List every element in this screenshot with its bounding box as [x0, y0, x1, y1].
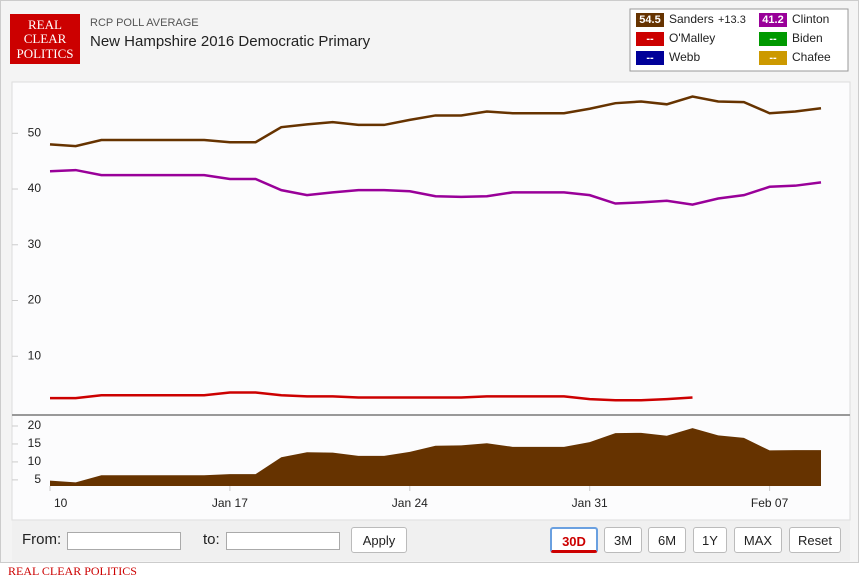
x-tick-label: Jan 17	[212, 496, 248, 510]
y-tick-label: 10	[28, 348, 42, 362]
legend-name: Biden	[792, 31, 823, 45]
series-line	[49, 168, 822, 206]
to-input[interactable]	[226, 532, 340, 550]
apply-button[interactable]: Apply	[351, 527, 407, 553]
range-button[interactable]: 3M	[604, 527, 642, 553]
legend-value: --	[646, 52, 654, 64]
legend-box	[629, 8, 849, 72]
series-line	[50, 391, 693, 402]
y-tick-label: 20	[28, 293, 42, 307]
chart-title: New Hampshire 2016 Democratic Primary	[90, 33, 371, 50]
spread-label: +13.3	[718, 14, 746, 26]
legend-name: Sanders	[669, 12, 714, 26]
y-tick-label: 20	[28, 418, 42, 432]
legend-swatch	[636, 51, 664, 65]
legend-value: 54.5	[639, 14, 660, 26]
legend-name: Chafee	[792, 50, 831, 64]
range-button[interactable]: 30D	[550, 527, 598, 553]
legend-swatch	[759, 13, 787, 27]
from-label: From:	[22, 531, 62, 548]
legend-value: --	[769, 33, 777, 45]
range-button[interactable]: Reset	[789, 527, 841, 553]
legend-name: Clinton	[792, 12, 829, 26]
y-tick-label: 10	[28, 454, 42, 468]
legend-value: 41.2	[762, 14, 783, 26]
legend-swatch	[759, 32, 787, 46]
legend-value: --	[646, 33, 654, 45]
from-input[interactable]	[67, 532, 181, 550]
range-button[interactable]: 6M	[648, 527, 686, 553]
x-tick-label: Jan 31	[572, 496, 608, 510]
kicker: RCP POLL AVERAGE	[90, 17, 199, 29]
legend-value: --	[769, 52, 777, 64]
x-tick-label: Feb 07	[751, 496, 789, 510]
range-button[interactable]: MAX	[734, 527, 782, 553]
y-tick-label: 30	[28, 237, 42, 251]
legend-swatch	[759, 51, 787, 65]
logo-text: POLITICS	[16, 46, 73, 61]
y-tick-label: 15	[28, 436, 42, 450]
range-button[interactable]: 1Y	[693, 527, 727, 553]
logo-text: CLEAR	[24, 31, 67, 46]
y-tick-label: 5	[34, 472, 41, 486]
y-tick-label: 50	[28, 125, 42, 139]
legend-swatch	[636, 13, 664, 27]
legend-name: O'Malley	[669, 31, 715, 45]
legend-name: Webb	[669, 50, 700, 64]
logo	[10, 14, 80, 64]
spread-area	[50, 428, 821, 486]
x-tick-label: 10	[54, 496, 68, 510]
x-tick-label: Jan 24	[392, 496, 428, 510]
series-line	[49, 95, 822, 148]
legend-swatch	[636, 32, 664, 46]
logo-text: REAL	[28, 17, 62, 32]
to-label: to:	[203, 531, 220, 548]
y-tick-label: 40	[28, 181, 42, 195]
footer: REAL CLEAR POLITICS	[8, 564, 137, 578]
